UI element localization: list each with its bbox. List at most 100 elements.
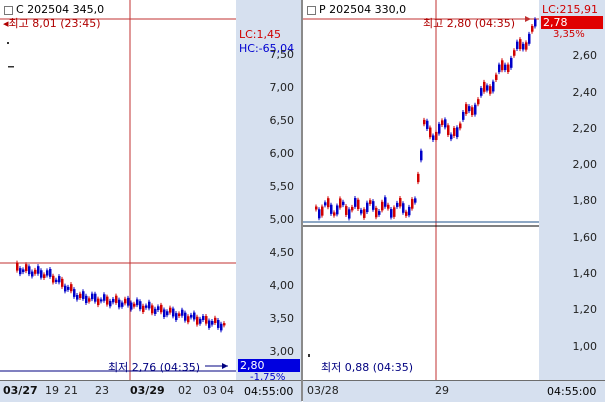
candle-body	[462, 111, 465, 120]
candle-body	[351, 206, 354, 211]
candle-body	[534, 19, 537, 27]
candle-body	[438, 123, 441, 134]
candle-body	[187, 316, 190, 323]
candle-body	[40, 270, 43, 278]
candle-body	[372, 201, 375, 210]
y-tick: 3,00	[269, 345, 295, 358]
candle-body	[217, 320, 220, 328]
candle-body	[327, 198, 330, 208]
call-chart-panel[interactable]: C 202504 345,0 ◂최고 8,01 (23:45) 최저 2,76 …	[0, 0, 302, 402]
candle-body	[321, 206, 324, 216]
candle-body	[435, 131, 438, 141]
put-time-label: 04:55:00	[547, 385, 597, 398]
put-chart-panel[interactable]: P 202504 330,0 최고 2,80 (04:35) 최저 0,88 (…	[303, 0, 605, 402]
candle-body	[483, 81, 486, 92]
candle-body	[450, 134, 453, 140]
y-tick: 4,00	[269, 279, 295, 292]
candle-body	[46, 270, 49, 276]
candle-body	[172, 308, 175, 317]
put-time-axis[interactable]: 03/28 29	[303, 380, 539, 402]
put-low-marker: 최저 0,88 (04:35)	[321, 361, 414, 374]
candle-body	[363, 209, 366, 218]
call-low-marker: 최저 2,76 (04:35)	[108, 361, 201, 374]
candle-body	[405, 211, 408, 216]
stray-tick	[308, 354, 310, 357]
candle-body	[82, 291, 85, 299]
candle-body	[423, 119, 426, 125]
candle-body	[387, 204, 390, 209]
candle-body	[510, 57, 513, 68]
candle-body	[471, 107, 474, 116]
candle-body	[208, 320, 211, 328]
candle-body	[34, 269, 37, 274]
put-chart-plot-area[interactable]: P 202504 330,0 최고 2,80 (04:35) 최저 0,88 (…	[303, 0, 540, 380]
candle-body	[516, 41, 519, 49]
candle-body	[444, 119, 447, 128]
candle-body	[25, 264, 28, 272]
candle-body	[486, 85, 489, 91]
candle-body	[145, 305, 148, 308]
y-tick: 1,80	[572, 194, 598, 207]
y-tick: 2,00	[572, 158, 598, 171]
y-tick: 3,50	[269, 312, 295, 325]
panel-splitter[interactable]	[301, 0, 303, 401]
candle-body	[28, 266, 31, 275]
put-candles	[303, 0, 539, 380]
candle-body	[330, 204, 333, 214]
candle-body	[489, 86, 492, 94]
candle-body	[88, 298, 91, 302]
x-tick: 19	[45, 384, 59, 397]
candle-body	[169, 307, 172, 313]
candle-body	[375, 207, 378, 218]
put-price-axis[interactable]: LC:215,91 2,78 3,35% 2,60 2,40 2,20 2,00…	[539, 0, 605, 380]
candle-body	[519, 39, 522, 50]
candle-body	[73, 289, 76, 297]
candle-body	[459, 123, 462, 129]
candle-body	[166, 311, 169, 316]
call-time-axis[interactable]: 03/27 19 21 23 03/29 02 03 04	[0, 380, 236, 402]
call-hc-label: HC:-65,04	[239, 42, 295, 55]
checkbox-icon[interactable]	[307, 5, 316, 15]
candle-body	[121, 302, 124, 307]
x-tick: 04	[220, 384, 234, 397]
y-tick: 4,50	[269, 246, 295, 259]
candle-body	[420, 150, 423, 161]
candle-body	[139, 301, 142, 310]
candle-body	[357, 199, 360, 210]
candle-body	[157, 306, 160, 311]
y-tick: 1,20	[572, 303, 598, 316]
candle-body	[109, 300, 112, 307]
checkbox-icon[interactable]	[4, 5, 13, 15]
candle-body	[531, 25, 534, 32]
call-chart-plot-area[interactable]: C 202504 345,0 ◂최고 8,01 (23:45) 최저 2,76 …	[0, 0, 237, 380]
candle-body	[384, 197, 387, 207]
candle-body	[70, 284, 73, 292]
candle-body	[492, 81, 495, 92]
candle-body	[426, 120, 429, 129]
candle-body	[112, 298, 115, 303]
candle-body	[501, 60, 504, 71]
candle-body	[408, 206, 411, 216]
candle-body	[58, 276, 61, 283]
y-tick: 7,00	[269, 81, 295, 94]
candle-body	[513, 50, 516, 56]
candle-body	[525, 42, 528, 50]
stray-tick	[7, 42, 9, 44]
candle-body	[456, 127, 459, 138]
candle-body	[94, 293, 97, 302]
candle-body	[22, 269, 25, 273]
candle-body	[124, 298, 127, 304]
call-lc-label: LC:1,45	[239, 28, 282, 41]
candle-body	[477, 99, 480, 105]
candle-body	[151, 305, 154, 314]
put-chart-title: P 202504 330,0	[307, 3, 406, 16]
candle-body	[495, 74, 498, 80]
candle-body	[411, 199, 414, 209]
candle-body	[100, 299, 103, 302]
candle-body	[52, 275, 55, 283]
call-price-axis[interactable]: LC:1,45 HC:-65,04 7,50 7,00 6,50 6,00 5,…	[236, 0, 302, 383]
candle-body	[498, 64, 501, 73]
candle-body	[315, 206, 318, 210]
candle-body	[447, 125, 450, 136]
candle-body	[360, 209, 363, 214]
